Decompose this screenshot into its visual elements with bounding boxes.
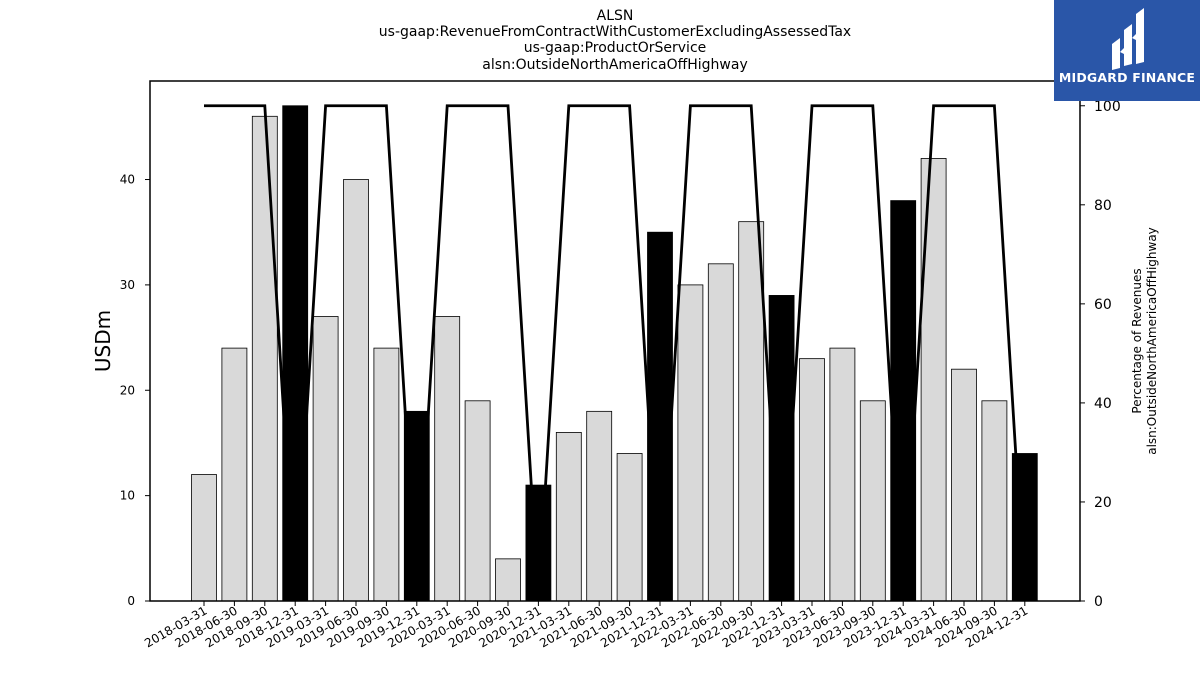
- bar-2019-09-30: [373, 347, 400, 602]
- y-axis-left-label: USDm: [91, 310, 115, 372]
- bar-2024-06-30: [951, 368, 977, 602]
- bar-2021-09-30: [616, 453, 643, 602]
- bar-2019-03-31: [312, 316, 339, 602]
- percentage-line-series: [204, 104, 1027, 602]
- bar-2018-12-31: [282, 105, 309, 602]
- y-right-tick-label: 80: [1094, 198, 1112, 214]
- title-line-3: us-gaap:ProductOrService: [524, 40, 707, 56]
- y-axis-right: 0 20 40 60 80 100: [1080, 99, 1121, 610]
- title-line-1: ALSN: [597, 8, 634, 24]
- bar-2024-03-31: [920, 158, 947, 602]
- y-left-tick-label: 20: [120, 383, 135, 397]
- title-line-4: alsn:OutsideNorthAmericaOffHighway: [482, 57, 747, 73]
- y-left-tick-label: 10: [120, 489, 135, 503]
- bar-2021-03-31: [555, 432, 582, 602]
- plot-frame: [149, 80, 1081, 602]
- bar-2018-06-30: [221, 347, 248, 602]
- midgard-finance-logo: MIDGARD FINANCE: [1054, 0, 1200, 101]
- y-axis-right-label-line-2: alsn:OutsideNorthAmericaOffHighway: [1145, 227, 1159, 455]
- bar-2018-09-30: [251, 115, 278, 602]
- bar-2023-03-31: [799, 358, 825, 602]
- y-left-tick-label: 0: [127, 594, 135, 608]
- bar-2023-12-31: [890, 200, 917, 602]
- bar-2022-03-31: [677, 284, 704, 602]
- y-left-tick-label: 30: [120, 278, 135, 292]
- bar-2020-06-30: [464, 400, 491, 602]
- bar-2021-12-31: [647, 231, 673, 602]
- percentage-line: [204, 104, 1027, 602]
- x-axis: 2018-03-312018-06-302018-09-302018-12-31…: [142, 601, 1030, 650]
- chart-title: ALSN us-gaap:RevenueFromContractWithCust…: [379, 8, 851, 73]
- bar-2021-06-30: [586, 410, 613, 602]
- bar-2020-03-31: [434, 316, 461, 602]
- title-line-2: us-gaap:RevenueFromContractWithCustomerE…: [379, 24, 851, 40]
- bar-2020-09-30: [495, 558, 521, 602]
- y-right-tick-label: 60: [1094, 297, 1112, 313]
- bar-series: [191, 105, 1038, 602]
- logo-text: MIDGARD FINANCE: [1058, 70, 1196, 85]
- y-right-tick-label: 100: [1094, 99, 1121, 115]
- y-right-tick-label: 20: [1094, 495, 1112, 511]
- y-left-tick-label: 40: [120, 173, 135, 187]
- bar-2018-03-31: [191, 474, 217, 602]
- y-axis-right-label-line-1: Percentage of Revenues: [1130, 268, 1144, 413]
- bar-2022-09-30: [738, 221, 765, 602]
- y-right-tick-label: 0: [1094, 594, 1103, 610]
- bar-2019-06-30: [343, 179, 369, 602]
- y-axis-left: 0 10 20 30 40: [120, 173, 150, 608]
- y-right-tick-label: 40: [1094, 396, 1112, 412]
- bar-2023-06-30: [829, 347, 856, 602]
- bar-2023-09-30: [859, 400, 886, 602]
- bar-2022-06-30: [707, 263, 734, 602]
- midgard-logo-icon: [1112, 8, 1144, 70]
- bar-2024-09-30: [981, 400, 1008, 602]
